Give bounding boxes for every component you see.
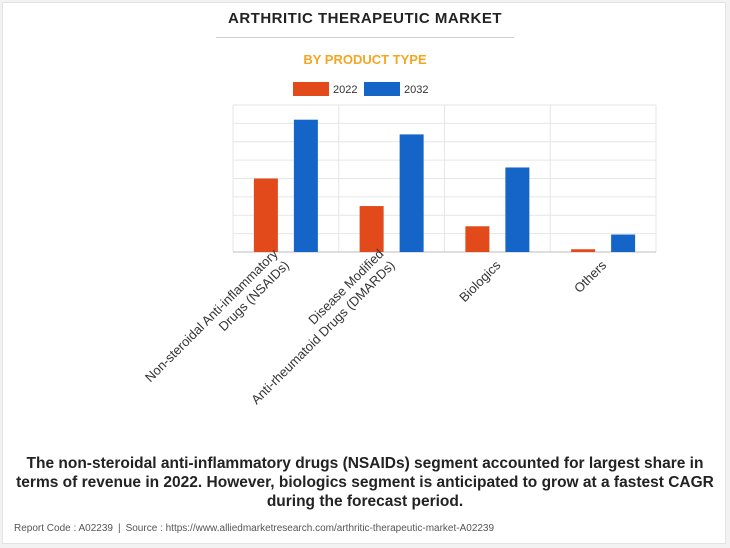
source-link[interactable]: Source : https://www.alliedmarketresearc… [125,523,495,534]
legend-label-2032: 2032 [404,84,428,96]
x-tick-label-line: Biologics [456,257,504,305]
footer-separator: | [117,523,121,534]
bar-2032-category-3 [505,167,530,252]
bar-2032-category-2 [399,134,424,252]
legend-label-2022: 2022 [333,84,357,96]
report-code: Report Code : A02239 [14,523,113,534]
bar-2032-category-1 [293,119,318,252]
x-tick-label-line: Non-steroidal Anti-inflammatory [142,246,281,385]
legend-swatch-2022 [293,82,329,96]
bar-2022-category-3 [465,226,490,252]
bar-2022-category-1 [253,178,278,252]
footer: Report Code : A02239 | Source : https://ww… [14,523,494,534]
x-tick-label: Biologics [456,257,504,305]
x-tick-label: Others [571,257,610,296]
legend-swatch-2032 [364,82,400,96]
x-tick-label-line: Others [571,257,610,296]
bar-2032-category-4 [611,234,636,252]
bar-2022-category-2 [359,206,384,252]
chart-subtitle: BY PRODUCT TYPE [303,52,427,67]
bar-2022-category-4 [571,249,596,252]
bar-chart: Non-steroidal Anti-inflammatoryDrugs (NS… [142,82,657,407]
chart-title: ARTHRITIC THERAPEUTIC MARKET [228,10,502,27]
title-divider [216,37,514,38]
chart-caption: The non-steroidal anti-inflammatory drug… [16,455,714,510]
